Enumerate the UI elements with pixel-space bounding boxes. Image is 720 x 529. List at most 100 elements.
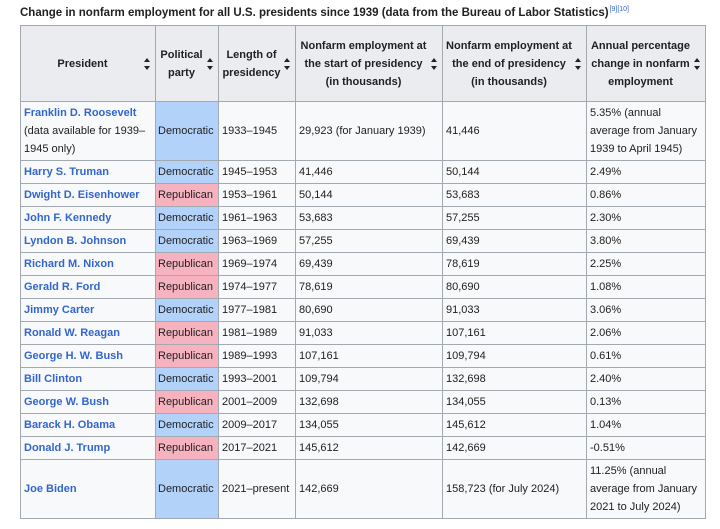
president-link[interactable]: George H. W. Bush <box>24 350 124 362</box>
cell-start-employment: 109,794 <box>295 367 443 391</box>
table-row: Ronald W. Reagan Republican 1981–1989 91,03… <box>20 321 706 345</box>
cell-annual-change: 3.06% <box>586 298 706 322</box>
cell-end-employment: 41,446 <box>442 101 587 161</box>
cell-annual-change: 2.40% <box>586 367 706 391</box>
header-party[interactable]: Political party <box>155 25 219 102</box>
employment-table: President Political party Length of pres… <box>20 25 706 519</box>
cell-end-employment: 57,255 <box>442 206 587 230</box>
party-label: Democratic <box>158 125 214 137</box>
cell-start-employment: 80,690 <box>295 298 443 322</box>
cell-party: Democratic <box>155 206 219 230</box>
cell-end-employment: 158,723 (for July 2024) <box>442 459 587 519</box>
cell-annual-change: 0.61% <box>586 344 706 368</box>
cell-term: 2001–2009 <box>218 390 296 414</box>
cell-end-employment: 53,683 <box>442 183 587 207</box>
cell-term: 1989–1993 <box>218 344 296 368</box>
president-link[interactable]: Dwight D. Eisenhower <box>24 189 140 201</box>
cell-start-employment: 78,619 <box>295 275 443 299</box>
cell-term: 1963–1969 <box>218 229 296 253</box>
cell-end-employment: 145,612 <box>442 413 587 437</box>
cell-annual-change: 0.13% <box>586 390 706 414</box>
cell-party: Democratic <box>155 367 219 391</box>
cell-start-employment: 142,669 <box>295 459 443 519</box>
cell-end-employment: 142,669 <box>442 436 587 460</box>
cell-annual-change: 2.06% <box>586 321 706 345</box>
caption-refs[interactable]: [9][10] <box>609 6 630 13</box>
table-row: George W. Bush Republican 2001–2009 132,698… <box>20 390 706 414</box>
party-label: Democratic <box>158 419 214 431</box>
president-link[interactable]: Joe Biden <box>24 483 77 495</box>
president-link[interactable]: George W. Bush <box>24 396 109 408</box>
table-row: Franklin D. Roosevelt (data available for… <box>20 101 706 161</box>
cell-party: Democratic <box>155 229 219 253</box>
sort-arrows-icon[interactable] <box>284 57 291 70</box>
table-row: John F. Kennedy Democratic 1961–1963 53,683… <box>20 206 706 230</box>
header-annual-change[interactable]: Annual percentage change in nonfarm empl… <box>586 25 706 102</box>
sort-arrows-icon[interactable] <box>575 57 582 70</box>
party-label: Republican <box>158 396 214 408</box>
sort-arrows-icon[interactable] <box>694 57 701 70</box>
sort-arrows-icon[interactable] <box>144 57 151 70</box>
header-end-employment[interactable]: Nonfarm employment at the end of preside… <box>442 25 587 102</box>
table-row: Jimmy Carter Democratic 1977–1981 80,690 91,… <box>20 298 706 322</box>
cell-party: Republican <box>155 390 219 414</box>
header-length[interactable]: Length of presidency <box>218 25 296 102</box>
cell-president: Joe Biden <box>20 459 156 519</box>
president-link[interactable]: Gerald R. Ford <box>24 281 101 293</box>
cell-president: George W. Bush <box>20 390 156 414</box>
cell-party: Republican <box>155 321 219 345</box>
cell-end-employment: 132,698 <box>442 367 587 391</box>
party-label: Democratic <box>158 166 214 178</box>
cell-term: 1953–1961 <box>218 183 296 207</box>
cell-term: 1981–1989 <box>218 321 296 345</box>
party-label: Republican <box>158 189 214 201</box>
president-note: (data available for 1939–1945 only) <box>24 125 146 155</box>
cell-president: Ronald W. Reagan <box>20 321 156 345</box>
cell-president: Donald J. Trump <box>20 436 156 460</box>
president-link[interactable]: John F. Kennedy <box>24 212 112 224</box>
party-label: Republican <box>158 442 214 454</box>
header-president[interactable]: President <box>20 25 156 102</box>
cell-start-employment: 134,055 <box>295 413 443 437</box>
cell-annual-change: 5.35% (annual average from January 1939 … <box>586 101 706 161</box>
cell-party: Republican <box>155 275 219 299</box>
cell-president: John F. Kennedy <box>20 206 156 230</box>
sort-arrows-icon[interactable] <box>207 57 214 70</box>
table-body: Franklin D. Roosevelt (data available for… <box>20 101 706 519</box>
cell-start-employment: 53,683 <box>295 206 443 230</box>
president-link[interactable]: Harry S. Truman <box>24 166 109 178</box>
cell-start-employment: 57,255 <box>295 229 443 253</box>
president-link[interactable]: Ronald W. Reagan <box>24 327 120 339</box>
cell-end-employment: 50,144 <box>442 160 587 184</box>
cell-end-employment: 134,055 <box>442 390 587 414</box>
caption-title: Change in nonfarm employment for all U.S… <box>20 7 609 19</box>
president-link[interactable]: Bill Clinton <box>24 373 83 385</box>
cell-term: 1969–1974 <box>218 252 296 276</box>
table-row: Harry S. Truman Democratic 1945–1953 41,446… <box>20 160 706 184</box>
president-link[interactable]: Jimmy Carter <box>24 304 95 316</box>
cell-start-employment: 50,144 <box>295 183 443 207</box>
party-label: Republican <box>158 327 214 339</box>
president-link[interactable]: Richard M. Nixon <box>24 258 114 270</box>
sort-arrows-icon[interactable] <box>431 57 438 70</box>
cell-end-employment: 80,690 <box>442 275 587 299</box>
cell-president: Harry S. Truman <box>20 160 156 184</box>
cell-party: Democratic <box>155 160 219 184</box>
president-link[interactable]: Lyndon B. Johnson <box>24 235 127 247</box>
president-link[interactable]: Donald J. Trump <box>24 442 111 454</box>
table-row: Barack H. Obama Democratic 2009–2017 134,05… <box>20 413 706 437</box>
cell-party: Democratic <box>155 459 219 519</box>
cell-start-employment: 41,446 <box>295 160 443 184</box>
party-label: Democratic <box>158 235 214 247</box>
cell-end-employment: 107,161 <box>442 321 587 345</box>
party-label: Democratic <box>158 483 214 495</box>
header-start-employment[interactable]: Nonfarm employment at the start of presi… <box>295 25 443 102</box>
cell-end-employment: 69,439 <box>442 229 587 253</box>
cell-president: George H. W. Bush <box>20 344 156 368</box>
president-link[interactable]: Franklin D. Roosevelt <box>24 107 137 119</box>
cell-president: Barack H. Obama <box>20 413 156 437</box>
cell-party: Democratic <box>155 298 219 322</box>
president-link[interactable]: Barack H. Obama <box>24 419 116 431</box>
cell-party: Republican <box>155 183 219 207</box>
cell-term: 1974–1977 <box>218 275 296 299</box>
